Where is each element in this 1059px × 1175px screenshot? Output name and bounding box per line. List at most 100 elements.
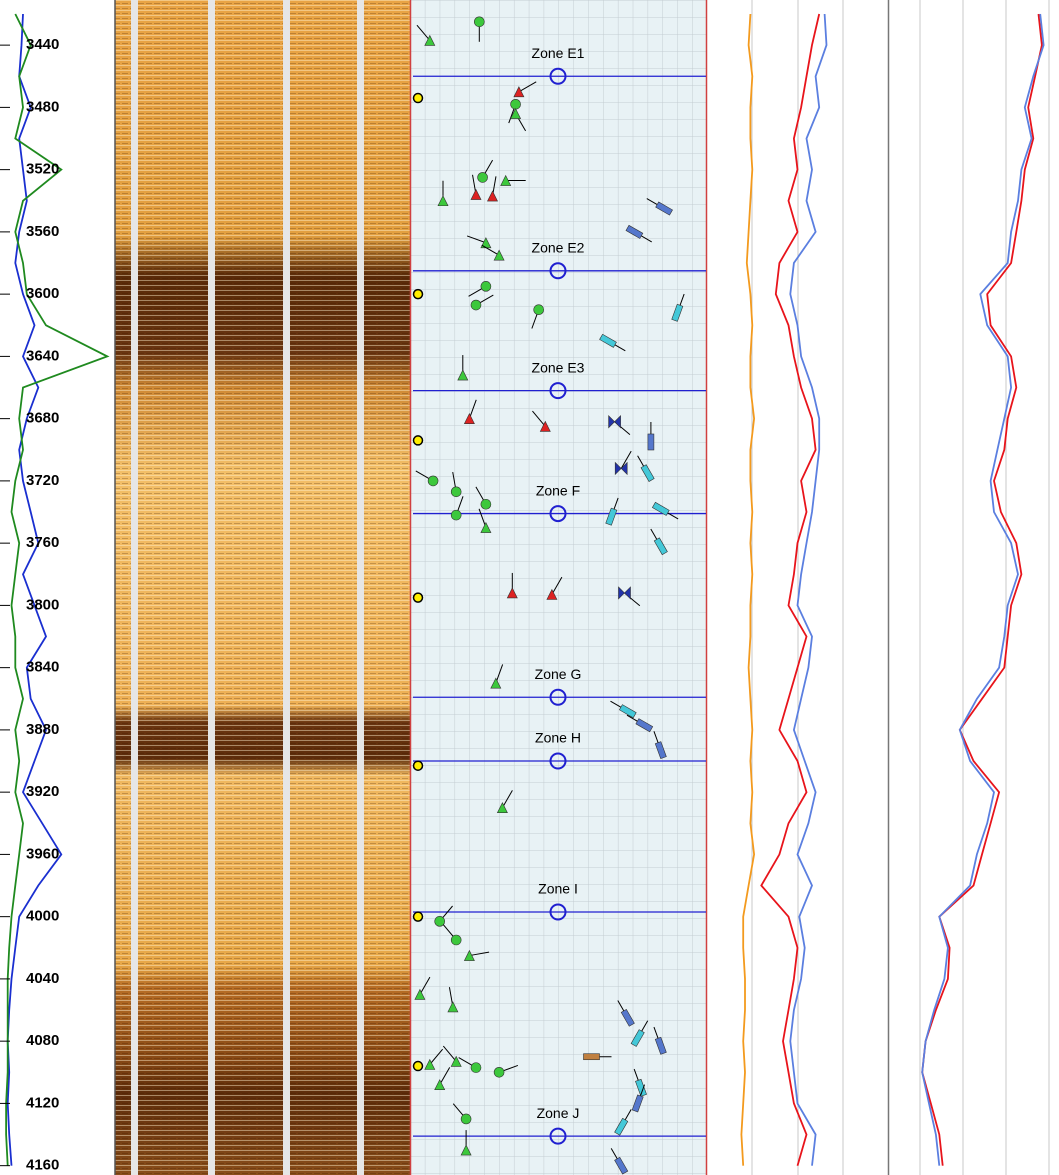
dip-marker: [463, 949, 475, 961]
dip-marker: [427, 475, 439, 487]
dip-tail: [481, 244, 500, 256]
dip-marker: [457, 369, 469, 381]
dip-marker: [434, 1079, 446, 1091]
dip-marker: [493, 1066, 505, 1078]
dip-tail: [551, 576, 563, 595]
dip-marker: [608, 415, 621, 429]
log-curve: [6, 13, 63, 1166]
dip-marker: [651, 501, 670, 516]
dip-tail: [501, 790, 513, 808]
edge-marker: [412, 1060, 424, 1072]
dip-marker: [618, 704, 637, 719]
dip-marker: [460, 1113, 472, 1125]
log-curve: [921, 13, 1045, 1166]
zone-circle: [549, 1127, 567, 1145]
depth-label: 3520: [26, 161, 59, 178]
dip-marker: [635, 718, 654, 733]
depth-label: 3760: [26, 534, 59, 551]
dip-marker: [631, 1094, 644, 1113]
edge-marker: [412, 760, 424, 771]
dip-marker: [480, 498, 492, 510]
dip-tail: [620, 450, 632, 469]
dip-marker: [480, 281, 492, 292]
dip-marker: [640, 464, 655, 482]
dip-marker: [470, 299, 482, 311]
dip-marker: [655, 201, 673, 216]
dip-marker: [487, 190, 498, 202]
dip-marker: [480, 521, 492, 533]
dip-tail: [518, 81, 537, 93]
zone-label: Zone E3: [532, 359, 585, 375]
edge-marker: [412, 911, 424, 922]
dip-marker: [447, 1001, 459, 1013]
dip-marker: [500, 174, 512, 186]
zone-label: Zone E2: [532, 239, 585, 255]
dip-marker: [614, 461, 628, 476]
dip-marker: [437, 195, 449, 207]
depth-label: 3480: [26, 98, 59, 115]
depth-label: 4160: [26, 1157, 59, 1174]
dip-marker: [434, 916, 446, 927]
log-curve: [740, 13, 756, 1166]
dip-tail: [419, 976, 431, 995]
depth-label: 3560: [26, 223, 59, 240]
dip-marker: [605, 507, 618, 526]
log-curve: [921, 13, 1043, 1166]
dip-tail: [429, 1048, 444, 1065]
dip-marker: [647, 433, 655, 451]
dip-marker: [460, 1144, 472, 1156]
dip-tail: [442, 1045, 457, 1062]
edge-marker: [412, 288, 424, 300]
zone-label: Zone I: [538, 881, 578, 897]
dip-marker: [654, 741, 667, 760]
depth-label: 3880: [26, 721, 59, 738]
dip-marker: [414, 988, 426, 1000]
zone-circle: [549, 262, 567, 280]
plot-layer: Zone E1 Zone E2 Zone E3 Zone F Zone G Zone H Z…: [0, 13, 1045, 1175]
dip-marker: [599, 333, 617, 348]
track-borders: [114, 0, 890, 1175]
dip-marker: [450, 1055, 462, 1067]
depth-label: 3840: [26, 659, 59, 676]
dip-track: [410, 0, 707, 1175]
dip-marker: [470, 1062, 482, 1073]
dip-marker: [450, 509, 462, 521]
dip-tail: [532, 410, 546, 427]
dip-marker: [539, 420, 551, 432]
dip-marker: [513, 86, 525, 98]
zone-circle: [549, 505, 567, 523]
dip-marker: [510, 107, 522, 119]
image-texture: [115, 0, 410, 1175]
zone-label: Zone H: [535, 730, 581, 746]
dip-tail: [469, 951, 490, 957]
dip-marker: [506, 587, 518, 599]
dip-marker: [496, 802, 508, 814]
dip-marker: [424, 34, 436, 46]
dip-marker: [493, 249, 505, 261]
depth-label: 3440: [26, 36, 59, 53]
edge-marker: [412, 435, 424, 446]
dip-marker: [625, 224, 644, 239]
track-grid: [751, 0, 1050, 1175]
dip-tail: [439, 1067, 451, 1085]
depth-label: 3680: [26, 410, 59, 427]
edge-marker: [412, 592, 424, 603]
zone-circle: [549, 382, 567, 400]
depth-label: 3720: [26, 472, 59, 489]
zone-circle: [549, 67, 567, 85]
zone-label: Zone F: [536, 482, 580, 498]
dip-marker: [450, 934, 462, 946]
dip-marker: [614, 1117, 629, 1136]
dip-marker: [490, 677, 502, 689]
dip-marker: [583, 1053, 600, 1061]
dip-marker: [671, 303, 684, 322]
edge-marker: [412, 92, 424, 104]
dip-marker: [618, 586, 631, 600]
zone-label: Zone G: [535, 666, 582, 682]
dip-marker: [654, 1036, 667, 1055]
depth-label: 3640: [26, 347, 59, 364]
image-gaps: [131, 0, 364, 1175]
dip-marker: [614, 1156, 629, 1175]
dip-marker: [510, 98, 521, 110]
zone-label: Zone E1: [532, 45, 585, 61]
